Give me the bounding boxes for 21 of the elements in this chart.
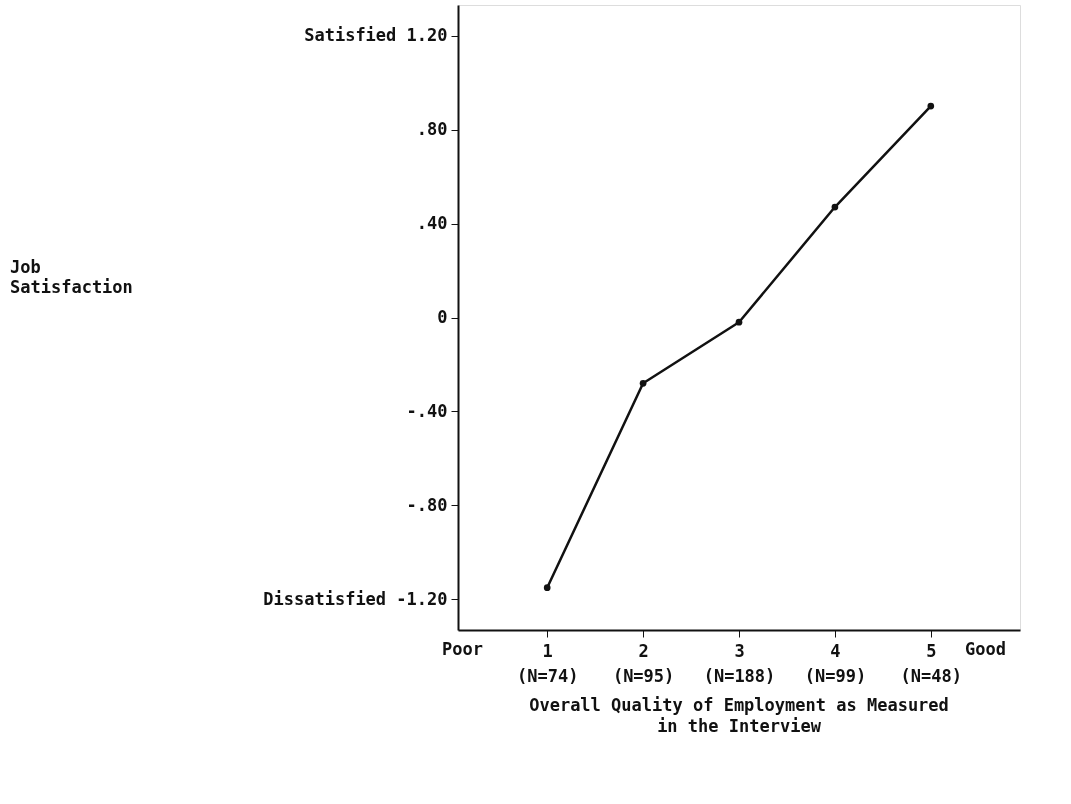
x-tick-label: 4 (N=99)	[804, 640, 867, 686]
y-tick-label: .80	[416, 119, 448, 140]
text: Job Satisfaction	[10, 257, 133, 297]
x-axis-title: Overall Quality of Employment as Measured in the Interview	[529, 695, 949, 736]
y-tick-label: Dissatisfied -1.20	[263, 588, 448, 609]
point	[927, 102, 935, 110]
x-tick-label: 3 (N=188)	[703, 640, 776, 686]
point	[735, 318, 743, 326]
point	[543, 584, 551, 592]
x-tick-label: 2 (N=95)	[612, 640, 675, 686]
y-tick-label: Satisfied 1.20	[304, 25, 448, 46]
text: Poor	[442, 639, 483, 659]
y-tick-label: .40	[416, 213, 448, 234]
x-tick-label: 1 (N=74)	[516, 640, 579, 686]
y-tick-label: -.40	[406, 400, 448, 421]
x-tick-label: 5 (N=48)	[900, 640, 963, 686]
y-tick-label: -.80	[406, 494, 448, 515]
point	[639, 379, 647, 387]
text: Good	[965, 639, 1006, 659]
point	[831, 203, 839, 211]
y-tick-label: 0	[437, 307, 448, 327]
